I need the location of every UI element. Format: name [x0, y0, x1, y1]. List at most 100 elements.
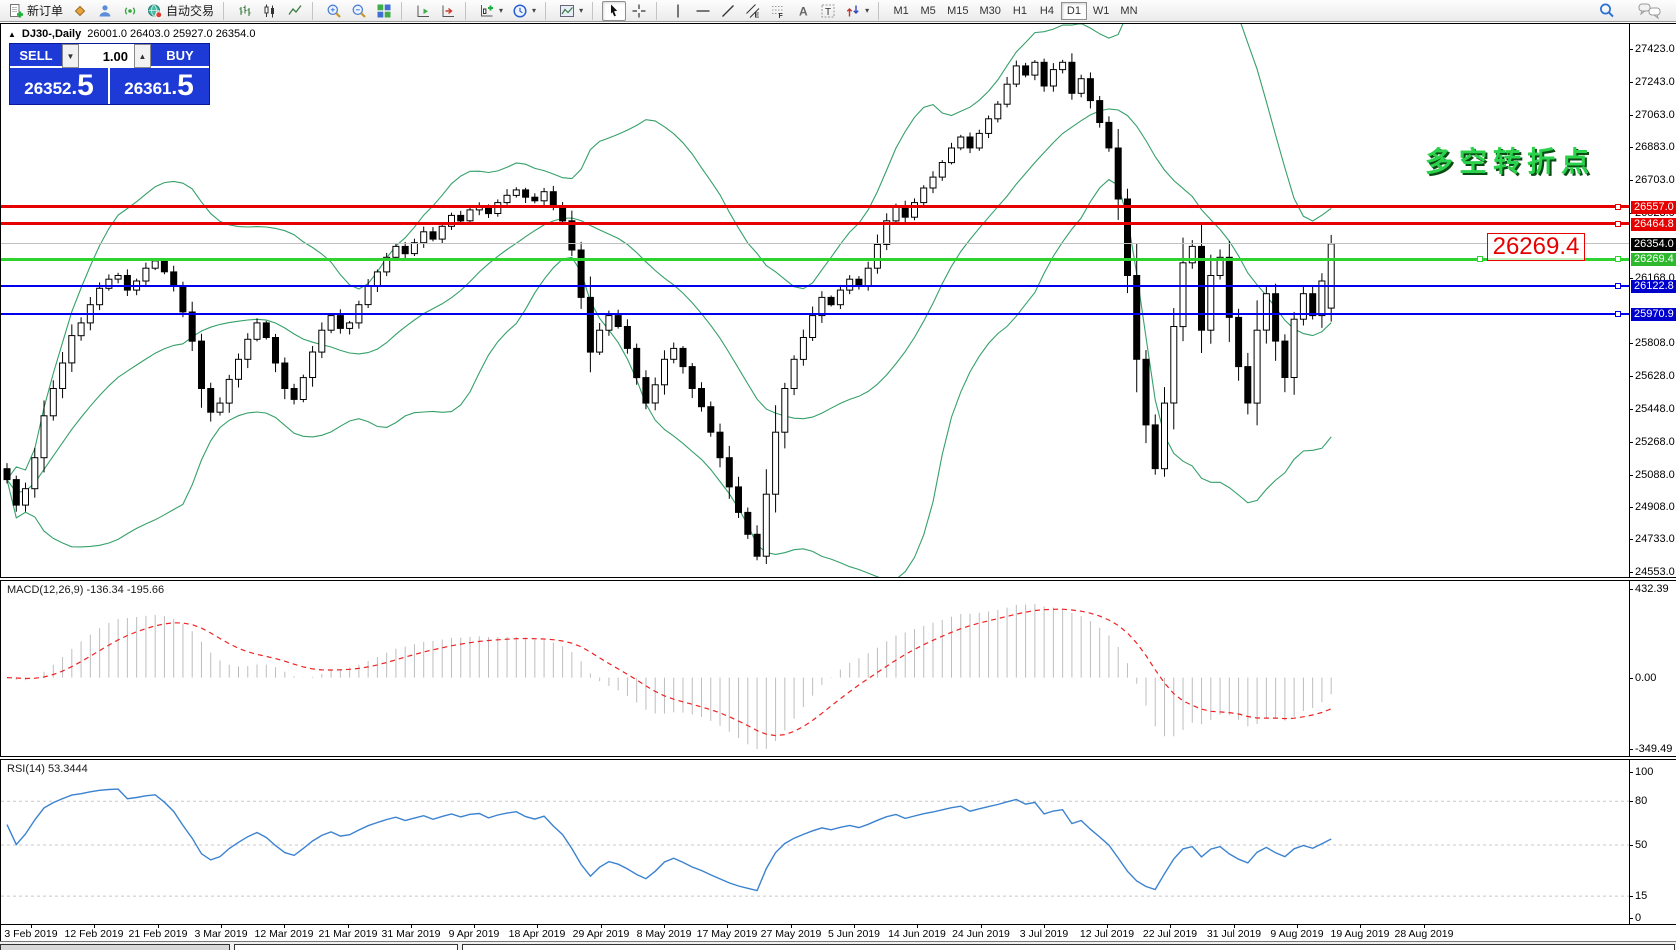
buy-price[interactable]: 26361 . 5 — [109, 68, 208, 104]
level-line-handle[interactable] — [1615, 311, 1621, 317]
tile-windows-button[interactable] — [372, 1, 396, 21]
sell-price[interactable]: 26352 . 5 — [10, 68, 109, 104]
price-tick — [1629, 475, 1633, 476]
dropdown-caret-icon: ▾ — [865, 6, 870, 15]
auto-scroll-button[interactable] — [411, 1, 435, 21]
bottom-tab[interactable] — [462, 944, 1675, 950]
svg-text:E: E — [755, 12, 760, 19]
rsi-tick — [1629, 918, 1633, 919]
timeframe-w1-button[interactable]: W1 — [1092, 4, 1110, 17]
new-chart-button[interactable]: ▾ — [475, 1, 507, 21]
date-label: 22 Jul 2019 — [1142, 928, 1198, 940]
date-tick — [1424, 925, 1425, 928]
current-price-line[interactable] — [1, 243, 1629, 244]
main-chart-pane[interactable]: 27423.027243.027063.026883.026703.026523… — [0, 23, 1676, 577]
date-tick — [537, 925, 538, 928]
price-tick-label: 24908.0 — [1635, 501, 1675, 513]
macd-pane[interactable]: 432.39 0.00 -349.49 MACD(12,26,9) -136.34 … — [0, 581, 1676, 756]
date-label: 3 Jul 2019 — [1019, 928, 1069, 940]
templates-button[interactable]: ▾ — [555, 1, 587, 21]
macd-tick-label: 0.00 — [1635, 672, 1657, 684]
timeframe-mn-button[interactable]: MN — [1120, 4, 1138, 17]
level-line-handle[interactable] — [1615, 256, 1621, 262]
candlestick-chart-icon — [262, 3, 278, 19]
rsi-pane[interactable]: 100 80 50 15 0 RSI(14) 53.3444 — [0, 760, 1676, 924]
date-label: 29 Apr 2019 — [572, 928, 630, 940]
cursor-button[interactable] — [602, 0, 627, 21]
timeframe-d1-button[interactable]: D1 — [1060, 1, 1087, 20]
sell-button[interactable]: SELL — [10, 44, 62, 68]
date-tick — [31, 925, 32, 928]
chart-tab-bar — [0, 941, 1676, 950]
equidistant-channel-button[interactable]: E — [741, 1, 765, 21]
rsi-tick-label: 50 — [1635, 839, 1648, 851]
search-icon[interactable] — [1594, 1, 1620, 21]
fibonacci-button[interactable]: F — [766, 1, 790, 21]
panel-toggle-icon[interactable]: ▲ — [8, 29, 16, 39]
level-line-handle[interactable] — [1477, 256, 1483, 262]
volume-increase-button[interactable]: ▲ — [134, 44, 151, 68]
macd-tick — [1629, 678, 1633, 679]
line-chart-icon — [287, 3, 303, 19]
candlestick-chart-button[interactable] — [258, 1, 282, 21]
bottom-tab[interactable] — [0, 944, 230, 950]
horizontal-level-line[interactable] — [1, 313, 1629, 315]
price-tick-label: 27243.0 — [1635, 76, 1675, 88]
price-level-badge: 26122.8 — [1631, 280, 1676, 293]
chart-shift-button[interactable] — [436, 1, 460, 21]
price-tick-label: 25808.0 — [1635, 337, 1675, 349]
bottom-tab[interactable] — [234, 944, 458, 950]
date-label: 18 Apr 2019 — [508, 928, 566, 940]
horizontal-line-button[interactable] — [691, 1, 715, 21]
signals-button[interactable] — [118, 1, 142, 21]
chat-icon[interactable] — [1634, 1, 1666, 21]
level-line-handle[interactable] — [1615, 283, 1621, 289]
arrows-icon — [845, 3, 861, 19]
horizontal-level-line[interactable] — [1, 205, 1629, 208]
timeframe-h1-button[interactable]: H1 — [1012, 4, 1027, 17]
timeframe-m30-button[interactable]: M30 — [979, 4, 1001, 17]
pane-separator[interactable] — [0, 756, 1676, 760]
price-tick — [1629, 507, 1633, 508]
trendline-button[interactable] — [716, 1, 740, 21]
chart-text-annotation[interactable]: 多空转折点 — [1425, 146, 1596, 177]
horizontal-level-line[interactable] — [1, 258, 1629, 261]
text-label-button[interactable]: T — [816, 1, 840, 21]
timeframe-m1-button[interactable]: M1 — [893, 4, 909, 17]
level-line-handle[interactable] — [1615, 221, 1621, 227]
price-callout-label[interactable]: 26269.4 — [1487, 233, 1585, 261]
price-tick — [1629, 82, 1633, 83]
horizontal-level-line[interactable] — [1, 285, 1629, 287]
new-order-button[interactable]: 新订单 — [4, 1, 67, 21]
auto-trading-button[interactable]: 自动交易 — [143, 1, 218, 21]
profiles-button[interactable] — [93, 1, 117, 21]
crosshair-icon — [631, 3, 647, 19]
toolbar: 新订单 自动交易 ▾ ▾ ▾ E F A T ▾ M1 M5 M15 M30 H1 H4 D1 W1 MN — [0, 0, 1676, 22]
timeframe-m5-button[interactable]: M5 — [920, 4, 936, 17]
volume-decrease-button[interactable]: ▼ — [62, 44, 79, 68]
trendline-icon — [720, 3, 736, 19]
volume-input[interactable]: 1.00 — [79, 44, 134, 68]
horizontal-level-line[interactable] — [1, 222, 1629, 225]
toolbar-separator — [223, 1, 229, 20]
bar-chart-button[interactable] — [233, 1, 257, 21]
text-button[interactable]: A — [791, 1, 815, 21]
toolbar-separator — [545, 1, 551, 20]
line-chart-button[interactable] — [283, 1, 307, 21]
periods-button[interactable]: ▾ — [508, 1, 540, 21]
vertical-line-button[interactable] — [666, 1, 690, 21]
date-label: 27 May 2019 — [760, 928, 822, 940]
date-label: 3 Mar 2019 — [194, 928, 248, 940]
pane-separator[interactable] — [0, 577, 1676, 581]
timeframe-m15-button[interactable]: M15 — [947, 4, 969, 17]
level-line-handle[interactable] — [1615, 204, 1621, 210]
timeframe-h4-button[interactable]: H4 — [1039, 4, 1054, 17]
arrows-button[interactable]: ▾ — [841, 1, 873, 21]
date-tick — [284, 925, 285, 928]
styles-button[interactable] — [68, 1, 92, 21]
buy-button[interactable]: BUY — [151, 44, 209, 68]
zoom-out-button[interactable] — [347, 1, 371, 21]
date-label: 12 Feb 2019 — [64, 928, 124, 940]
zoom-in-button[interactable] — [322, 1, 346, 21]
crosshair-button[interactable] — [627, 1, 651, 21]
